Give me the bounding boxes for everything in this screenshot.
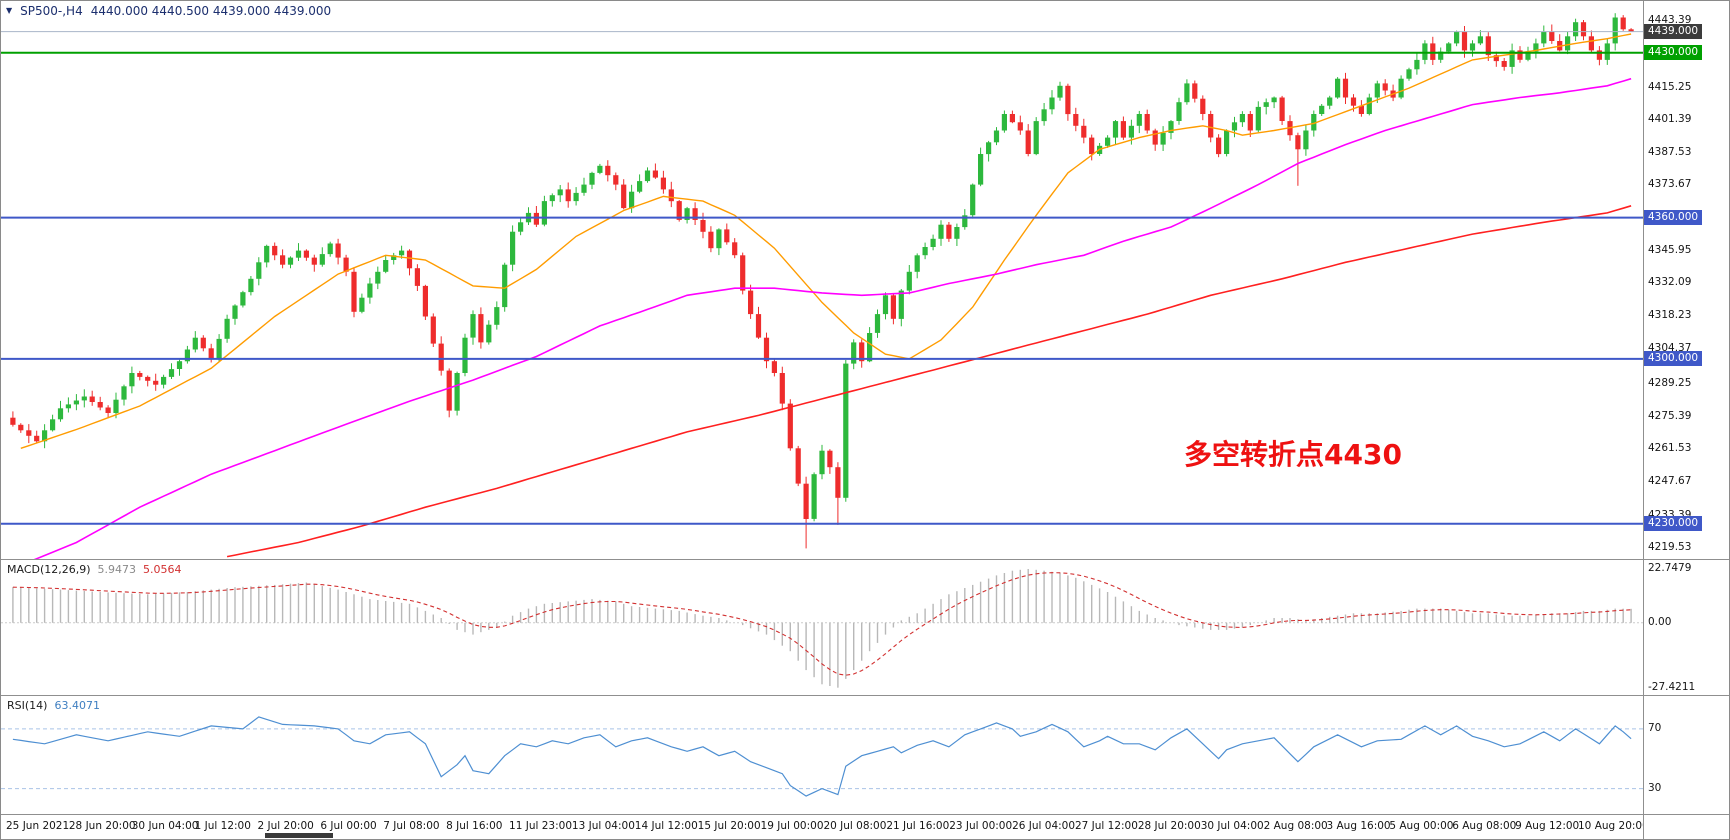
time-label: 30 Jul 04:00 — [1200, 820, 1264, 832]
macd-scale-label: 22.7479 — [1648, 561, 1692, 574]
ma-slow — [226, 205, 1632, 558]
time-label: 19 Jul 00:00 — [760, 820, 824, 832]
ohlc-values: 4440.000 4440.500 4439.000 4439.000 — [90, 4, 332, 18]
main-chart-area[interactable]: ▼ SP500-,H4 4440.000 4440.500 4439.000 4… — [1, 1, 1643, 559]
candles-layer — [10, 13, 1634, 549]
macd-chart[interactable] — [1, 560, 1643, 695]
macd-scale-label: 0.00 — [1648, 615, 1672, 628]
price-label: 4275.39 — [1648, 409, 1692, 422]
rsi-label: RSI(14) 63.4071 — [7, 699, 100, 712]
price-label: 4345.95 — [1648, 243, 1692, 256]
time-label: 1 Jul 12:00 — [194, 820, 251, 832]
macd-label: MACD(12,26,9) 5.9473 5.0564 — [7, 563, 182, 576]
rsi-line — [12, 716, 1632, 797]
time-axis-row: 25 Jun 2021 28 Jun 20:00 30 Jun 04:00 1 Jul… — [1, 815, 1729, 839]
time-label: 15 Jul 20:00 — [697, 820, 761, 832]
rsi-chart-area[interactable]: RSI(14) 63.4071 — [1, 696, 1643, 814]
price-axis[interactable]: 4443.39 4415.25 4401.39 4387.53 4373.67 4345.… — [1643, 1, 1729, 559]
price-tag: 4230.000 — [1644, 515, 1703, 531]
price-label: 4247.67 — [1648, 475, 1692, 488]
time-label: 28 Jun 20:00 — [68, 820, 136, 832]
rsi-value: 63.4071 — [54, 699, 100, 712]
axis-corner — [1643, 815, 1729, 839]
time-label: 28 Jul 20:00 — [1137, 820, 1201, 832]
time-label: 25 Jun 2021 — [6, 820, 70, 832]
macd-scale[interactable]: 22.7479 0.00 -27.4211 — [1643, 560, 1729, 695]
rsi-panel: RSI(14) 63.4071 70 30 — [1, 696, 1729, 815]
symbol-timeframe-label: SP500-,H4 — [20, 4, 83, 18]
rsi-scale-label: 30 — [1648, 781, 1662, 794]
price-tag: 4430.000 — [1644, 44, 1703, 60]
price-label: 4415.25 — [1648, 80, 1692, 93]
price-label: 4332.09 — [1648, 276, 1692, 289]
time-label: 8 Jul 16:00 — [446, 820, 503, 832]
annotation-text[interactable]: 多空转折点4430 — [1184, 438, 1402, 471]
price-tag: 4300.000 — [1644, 350, 1703, 366]
macd-scale-label: -27.4211 — [1648, 680, 1696, 693]
chart-scrollbar-thumb[interactable] — [265, 833, 333, 838]
price-label: 4318.23 — [1648, 308, 1692, 321]
time-label: 11 Jul 23:00 — [509, 820, 572, 832]
price-label: 4443.39 — [1648, 14, 1692, 27]
time-label: 10 Aug 20:00 — [1578, 820, 1649, 832]
rsi-chart[interactable] — [1, 696, 1643, 814]
ma-mid — [33, 77, 1632, 559]
candlestick-chart[interactable] — [1, 1, 1643, 559]
rsi-scale[interactable]: 70 30 — [1643, 696, 1729, 814]
macd-panel: MACD(12,26,9) 5.9473 5.0564 22.7479 0.00 -… — [1, 560, 1729, 696]
price-label: 4304.37 — [1648, 341, 1692, 354]
main-chart-panel: ▼ SP500-,H4 4440.000 4440.500 4439.000 4… — [1, 1, 1729, 560]
price-label: 4261.53 — [1648, 442, 1692, 455]
time-label: 26 Jul 04:00 — [1012, 820, 1076, 832]
macd-chart-area[interactable]: MACD(12,26,9) 5.9473 5.0564 — [1, 560, 1643, 695]
price-label: 4401.39 — [1648, 113, 1692, 126]
time-label: 2 Jul 20:00 — [257, 820, 314, 832]
price-label: 4289.25 — [1648, 377, 1692, 390]
moving-averages-layer — [20, 33, 1632, 559]
macd-main-value: 5.9473 — [97, 563, 137, 576]
time-label: 7 Jul 08:00 — [383, 820, 440, 832]
price-label: 4219.53 — [1648, 541, 1692, 554]
time-label: 3 Aug 16:00 — [1326, 820, 1391, 832]
time-axis[interactable]: 25 Jun 2021 28 Jun 20:00 30 Jun 04:00 1 Jul… — [1, 815, 1649, 839]
ma-fast — [20, 33, 1632, 449]
time-label: 20 Jul 08:00 — [823, 820, 887, 832]
chart-legend: ▼ SP500-,H4 4440.000 4440.500 4439.000 4… — [6, 4, 331, 18]
macd-histogram — [12, 569, 1632, 688]
time-label: 6 Jul 00:00 — [320, 820, 377, 832]
price-tag: 4439.000 — [1644, 23, 1703, 39]
time-label: 14 Jul 12:00 — [634, 820, 698, 832]
horizontal-lines-layer — [1, 31, 1643, 525]
time-label: 9 Aug 12:00 — [1515, 820, 1580, 832]
price-label: 4373.67 — [1648, 178, 1692, 191]
time-label: 13 Jul 04:00 — [571, 820, 635, 832]
macd-signal-line — [12, 572, 1632, 676]
symbol-dropdown-icon[interactable]: ▼ — [6, 6, 13, 15]
macd-name: MACD(12,26,9) — [7, 563, 91, 576]
time-label: 23 Jul 00:00 — [949, 820, 1013, 832]
rsi-name: RSI(14) — [7, 699, 48, 712]
time-label: 21 Jul 16:00 — [886, 820, 950, 832]
macd-signal-value: 5.0564 — [143, 563, 182, 576]
price-tag: 4360.000 — [1644, 209, 1703, 225]
time-label: 30 Jun 04:00 — [131, 820, 199, 832]
time-label: 2 Aug 08:00 — [1263, 820, 1328, 832]
price-label: 4387.53 — [1648, 145, 1692, 158]
time-label: 6 Aug 08:00 — [1452, 820, 1517, 832]
time-label: 27 Jul 12:00 — [1074, 820, 1138, 832]
rsi-scale-label: 70 — [1648, 721, 1662, 734]
time-label: 5 Aug 00:00 — [1389, 820, 1454, 832]
